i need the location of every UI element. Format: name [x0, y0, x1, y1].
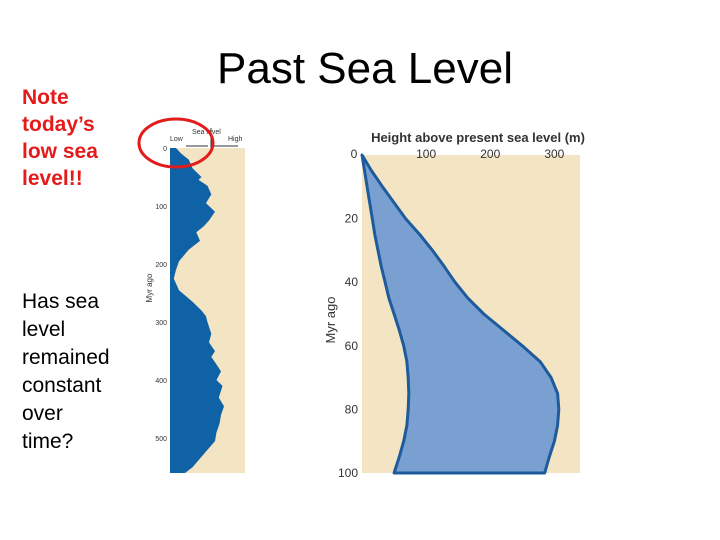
left-header-sea-level: Sea level [192, 129, 221, 136]
right-x-tick-label: 300 [544, 147, 564, 161]
question-sea-level-constant: Has sea level remained constant over tim… [22, 290, 110, 453]
left-sea-level-area [170, 148, 224, 473]
highlight-circle [137, 117, 215, 169]
left-y-tick-label: 400 [155, 378, 167, 385]
left-header-low: Low [170, 136, 184, 143]
right-x-tick-labels: 0 100 200 300 [351, 147, 565, 161]
left-sea-level-chart: 0 100 200 300 400 500 Myr ago Low Sea level H… [137, 117, 245, 473]
left-y-tick-label: 300 [155, 320, 167, 327]
right-y-tick-label: 100 [338, 466, 358, 480]
right-sea-level-band [360, 153, 561, 475]
left-y-tick-label: 100 [155, 204, 167, 211]
left-y-tick-label: 500 [155, 436, 167, 443]
left-header-high: High [228, 136, 243, 143]
right-y-tick-label: 20 [345, 212, 359, 226]
left-y-tick-labels: 0 100 200 300 400 500 [155, 146, 167, 443]
left-y-tick-label: 0 [163, 146, 167, 153]
right-x-tick-label: 200 [480, 147, 500, 161]
right-y-tick-label: 80 [345, 402, 359, 416]
left-y-axis-label: Myr ago [145, 273, 154, 302]
right-x-axis-title: Height above present sea level (m) [371, 130, 585, 145]
right-sea-level-chart: Height above present sea level (m) 0 100 2… [323, 130, 585, 480]
right-y-tick-label: 40 [345, 275, 359, 289]
right-y-axis-label: Myr ago [323, 297, 338, 344]
right-x-tick-label: 0 [351, 147, 358, 161]
left-y-tick-label: 200 [155, 262, 167, 269]
right-x-tick-label: 100 [416, 147, 436, 161]
right-y-tick-label: 60 [345, 339, 359, 353]
note-today-low-sea-level: Note today’s low sea level!! [22, 86, 98, 190]
right-y-tick-labels: 20 40 60 80 100 [338, 212, 358, 480]
slide-title: Past Sea Level [217, 44, 513, 93]
